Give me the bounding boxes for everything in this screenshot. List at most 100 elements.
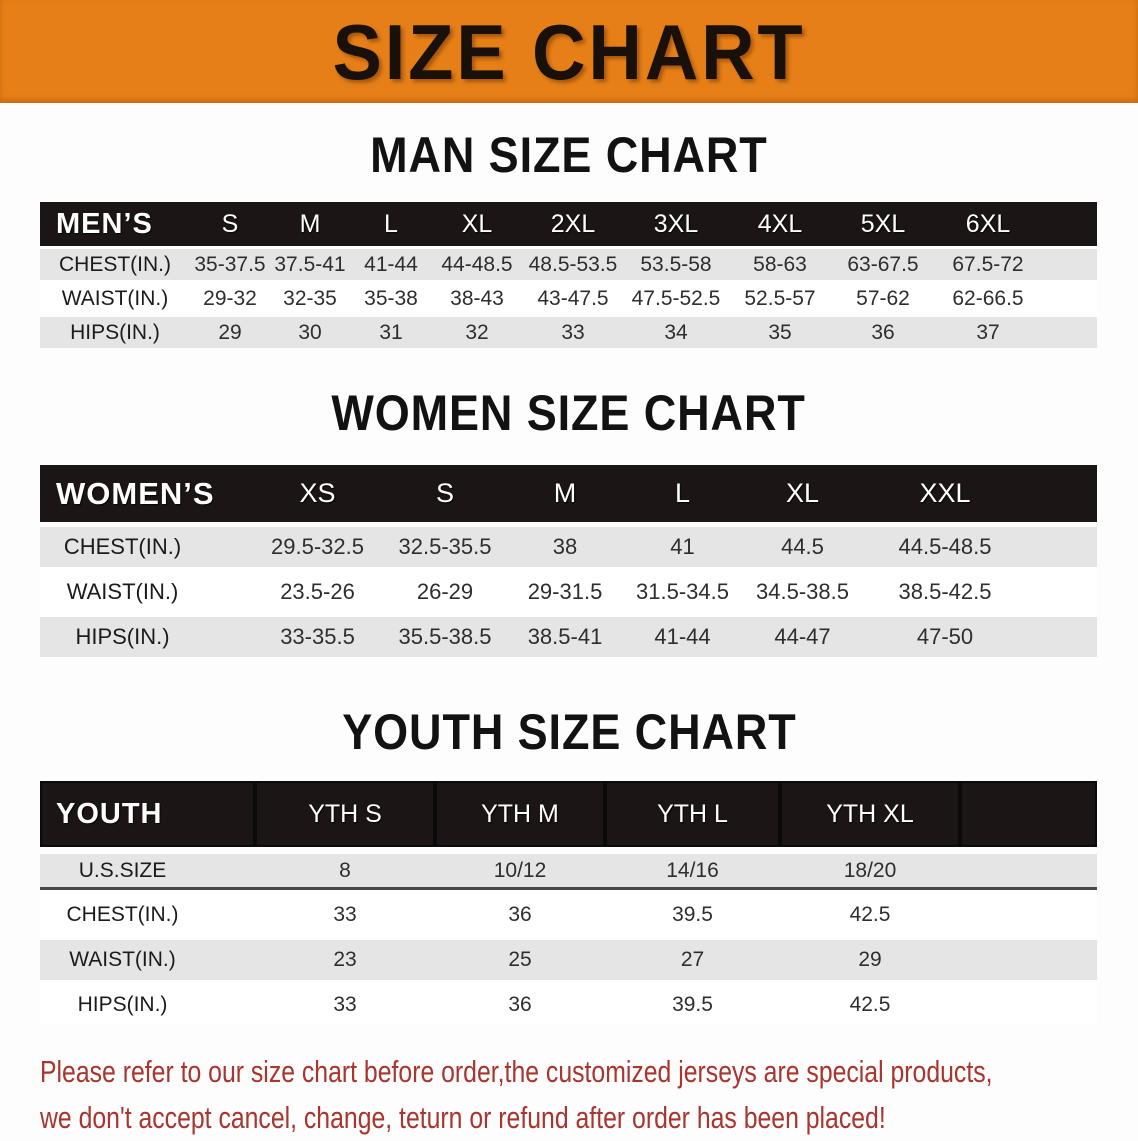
size-value-cell: 67.5-72 xyxy=(934,246,1042,280)
youth-section-heading: YOUTH SIZE CHART xyxy=(0,707,1138,757)
women-column-header: S xyxy=(380,465,510,522)
size-value-cell: 57-62 xyxy=(832,280,934,314)
spacer-cell xyxy=(960,847,1097,890)
size-value-cell: 29 xyxy=(780,935,960,980)
size-value-cell: 44.5-48.5 xyxy=(860,522,1030,567)
size-value-cell: 27 xyxy=(605,935,780,980)
size-value-cell: 36 xyxy=(435,980,605,1025)
men-table-corner-label: MEN’S xyxy=(40,202,190,246)
size-value-cell: 44.5 xyxy=(745,522,860,567)
size-value-cell: 44-48.5 xyxy=(432,246,522,280)
men-column-header: S xyxy=(190,202,270,246)
youth-size-section: YOUTH SIZE CHART YOUTH YTH S YTH M YTH L YTH… xyxy=(0,707,1138,1025)
size-row-label: CHEST(IN.) xyxy=(40,890,255,935)
women-column-header: XXL xyxy=(860,465,1030,522)
size-value-cell: 38.5-41 xyxy=(510,612,620,657)
men-column-header: 5XL xyxy=(832,202,934,246)
size-value-cell: 35-37.5 xyxy=(190,246,270,280)
size-value-cell: 36 xyxy=(435,890,605,935)
footer-note: Please refer to our size chart before or… xyxy=(40,1049,1138,1141)
size-value-cell: 32.5-35.5 xyxy=(380,522,510,567)
size-value-cell: 35-38 xyxy=(350,280,432,314)
men-column-header: 4XL xyxy=(728,202,832,246)
size-value-cell: 33-35.5 xyxy=(255,612,380,657)
size-value-cell: 23 xyxy=(255,935,435,980)
size-row-label: HIPS(IN.) xyxy=(40,612,255,657)
youth-column-header: YTH S xyxy=(255,781,435,847)
size-value-cell: 38-43 xyxy=(432,280,522,314)
women-size-section: WOMEN SIZE CHART WOMEN’S XS S M L XL XXL CHEST(… xyxy=(0,388,1138,657)
size-value-cell: 58-63 xyxy=(728,246,832,280)
women-table-row: HIPS(IN.) 33-35.5 35.5-38.5 38.5-41 41-44 44-… xyxy=(40,612,1097,657)
size-row-label: CHEST(IN.) xyxy=(40,246,190,280)
spacer-cell xyxy=(960,781,1097,847)
men-column-header: L xyxy=(350,202,432,246)
size-value-cell: 53.5-58 xyxy=(624,246,728,280)
footer-note-line-2: we don't accept cancel, change, teturn o… xyxy=(40,1100,886,1135)
youth-column-header: YTH XL xyxy=(780,781,960,847)
size-value-cell: 29-31.5 xyxy=(510,567,620,612)
women-section-heading: WOMEN SIZE CHART xyxy=(0,388,1138,438)
size-value-cell: 52.5-57 xyxy=(728,280,832,314)
size-row-label: HIPS(IN.) xyxy=(40,314,190,348)
youth-table-row: U.S.SIZE 8 10/12 14/16 18/20 xyxy=(40,847,1097,890)
women-table-row: CHEST(IN.) 29.5-32.5 32.5-35.5 38 41 44.5 44.5… xyxy=(40,522,1097,567)
size-value-cell: 33 xyxy=(255,980,435,1025)
size-value-cell: 41-44 xyxy=(350,246,432,280)
size-value-cell: 34 xyxy=(624,314,728,348)
size-value-cell: 48.5-53.5 xyxy=(522,246,624,280)
size-row-label: WAIST(IN.) xyxy=(40,935,255,980)
size-value-cell: 32 xyxy=(432,314,522,348)
size-value-cell: 63-67.5 xyxy=(832,246,934,280)
women-column-header: M xyxy=(510,465,620,522)
size-value-cell: 30 xyxy=(270,314,350,348)
men-section-heading: MAN SIZE CHART xyxy=(0,130,1138,180)
youth-size-table-host: YOUTH YTH S YTH M YTH L YTH XL U.S.SIZE 8 10/12… xyxy=(0,781,1138,1025)
size-value-cell: 26-29 xyxy=(380,567,510,612)
youth-table-row: CHEST(IN.) 33 36 39.5 42.5 xyxy=(40,890,1097,935)
size-row-label: WAIST(IN.) xyxy=(40,280,190,314)
size-value-cell: 18/20 xyxy=(780,847,960,890)
men-size-table: MEN’S S M L XL 2XL 3XL 4XL 5XL 6XL CHEST(IN.) 35-37… xyxy=(40,202,1097,348)
size-value-cell: 41 xyxy=(620,522,745,567)
size-value-cell: 25 xyxy=(435,935,605,980)
spacer-cell xyxy=(1042,280,1097,314)
size-value-cell: 10/12 xyxy=(435,847,605,890)
size-value-cell: 32-35 xyxy=(270,280,350,314)
size-value-cell: 33 xyxy=(522,314,624,348)
men-column-header: 2XL xyxy=(522,202,624,246)
size-value-cell: 35.5-38.5 xyxy=(380,612,510,657)
size-chart-banner: SIZE CHART xyxy=(0,0,1138,103)
women-column-header: L xyxy=(620,465,745,522)
spacer-cell xyxy=(960,890,1097,935)
women-column-header: XL xyxy=(745,465,860,522)
spacer-cell xyxy=(1030,465,1097,522)
spacer-cell xyxy=(1030,522,1097,567)
spacer-cell xyxy=(1042,202,1097,246)
men-column-header: 3XL xyxy=(624,202,728,246)
size-value-cell: 62-66.5 xyxy=(934,280,1042,314)
size-value-cell: 38.5-42.5 xyxy=(860,567,1030,612)
youth-table-row: HIPS(IN.) 33 36 39.5 42.5 xyxy=(40,980,1097,1025)
spacer-cell xyxy=(1030,612,1097,657)
page-title: SIZE CHART xyxy=(332,7,806,96)
women-table-row: WAIST(IN.) 23.5-26 26-29 29-31.5 31.5-34.5 34… xyxy=(40,567,1097,612)
men-table-header-bar: MEN’S S M L XL 2XL 3XL 4XL 5XL 6XL xyxy=(40,202,1097,246)
men-table-row: CHEST(IN.) 35-37.5 37.5-41 41-44 44-48.5 48.5… xyxy=(40,246,1097,280)
size-value-cell: 33 xyxy=(255,890,435,935)
spacer-cell xyxy=(1030,567,1097,612)
men-column-header: 6XL xyxy=(934,202,1042,246)
size-value-cell: 37 xyxy=(934,314,1042,348)
size-row-label: CHEST(IN.) xyxy=(40,522,255,567)
women-table-corner-label: WOMEN’S xyxy=(40,465,255,522)
spacer-cell xyxy=(960,935,1097,980)
women-section-heading-text: WOMEN SIZE CHART xyxy=(331,385,807,441)
size-value-cell: 8 xyxy=(255,847,435,890)
footer-note-line-1: Please refer to our size chart before or… xyxy=(40,1054,993,1089)
women-size-table-host: WOMEN’S XS S M L XL XXL CHEST(IN.) 29.5-32.5 32.5… xyxy=(0,465,1138,657)
size-value-cell: 41-44 xyxy=(620,612,745,657)
size-row-label: WAIST(IN.) xyxy=(40,567,255,612)
men-column-header: XL xyxy=(432,202,522,246)
men-table-row: HIPS(IN.) 29 30 31 32 33 34 35 36 37 xyxy=(40,314,1097,348)
youth-table-corner-label: YOUTH xyxy=(40,781,255,847)
